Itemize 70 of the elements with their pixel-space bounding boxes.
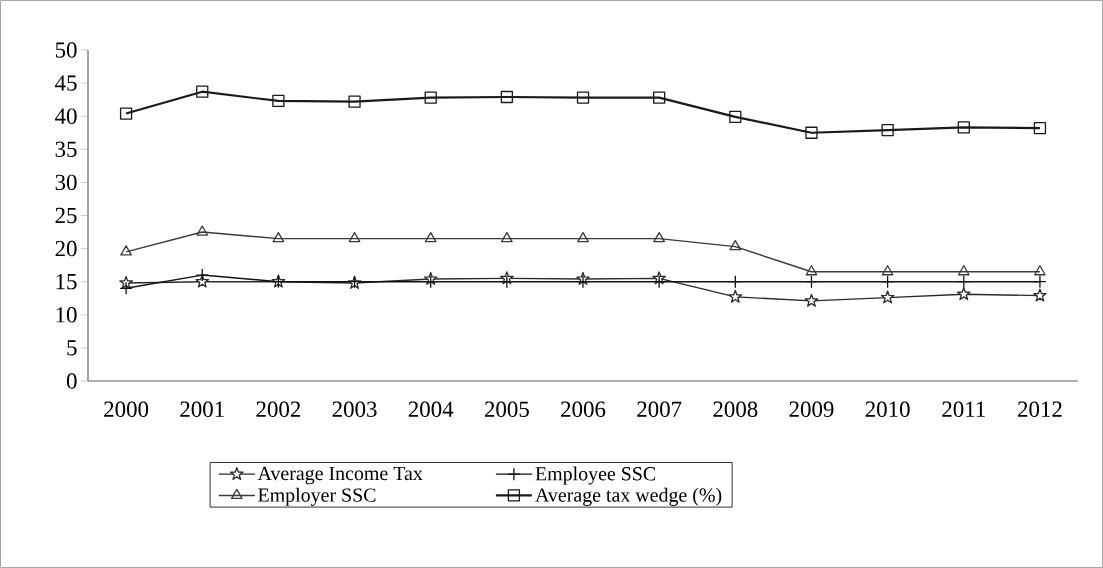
point [500,90,514,104]
point [196,225,209,236]
point [728,289,743,303]
point [348,232,361,243]
point [119,281,133,295]
point [805,265,818,276]
point [424,275,438,289]
point [1033,275,1047,289]
point [1033,121,1047,135]
point [119,107,133,120]
point [652,275,666,289]
y-tick-label: 45 [55,75,77,91]
point [881,265,894,276]
point [576,91,590,104]
legend-label: Employee SSC [535,466,656,485]
x-tick-label: 2007 [637,401,682,417]
point [880,275,895,289]
y-tick-label: 30 [55,174,77,191]
x-tick-label: 2004 [408,401,454,417]
point [501,232,513,243]
legend-label: Employer SSC [258,487,376,506]
y-tick-label: 5 [67,340,77,356]
point [881,123,894,137]
point [956,287,971,301]
y-tick-label: 35 [55,141,77,157]
y-tick-label: 40 [55,108,77,124]
x-tick-label: 2003 [332,401,377,417]
point [653,232,666,243]
point [577,232,589,243]
point [195,268,209,282]
point [500,275,514,289]
point [196,85,209,98]
point [653,91,666,104]
legend-label: Average Income Tax [257,466,423,485]
point [348,95,361,108]
point [957,121,970,134]
point [272,94,285,108]
point [957,265,970,276]
point [576,275,590,289]
x-tick-label: 2005 [484,401,529,417]
point [729,110,742,123]
point [804,275,819,289]
y-tick-label: 20 [55,240,77,257]
point [805,126,818,139]
x-tick-label: 2006 [561,401,606,417]
legend-label: Average tax wedge (%) [535,487,722,506]
point [729,239,742,251]
y-tick-label: 50 [55,42,77,58]
x-tick-label: 2011 [942,401,985,417]
point [957,275,971,289]
point [1033,288,1047,302]
x-tick-label: 2008 [713,401,758,417]
point [424,232,437,243]
y-tick-label: 10 [56,307,77,323]
point [120,245,132,256]
point [1034,265,1046,276]
y-tick-label: 25 [55,207,77,224]
x-tick-label: 2000 [104,401,149,417]
x-tick-label: 2001 [180,401,224,417]
point [880,290,895,304]
x-tick-label: 2002 [256,401,301,417]
point [728,275,742,289]
point [272,232,285,243]
y-tick-label: 0 [66,373,77,389]
y-tick-label: 15 [56,274,77,290]
x-tick-label: 2012 [1018,401,1062,417]
point [804,293,819,307]
x-tick-label: 2009 [789,401,834,417]
point [424,91,437,104]
x-tick-label: 2010 [865,401,910,417]
